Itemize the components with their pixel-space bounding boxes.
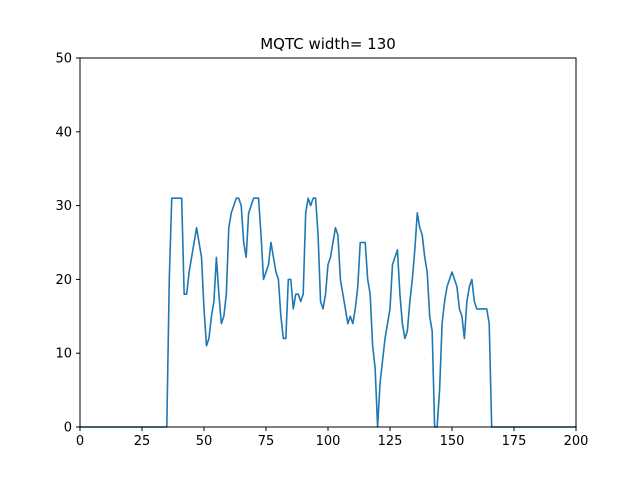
x-tick-label: 150 [440,434,465,449]
y-tick-label: 30 [55,199,72,214]
y-tick-label: 20 [55,273,72,288]
x-tick-label: 75 [258,434,275,449]
x-tick-label: 50 [196,434,213,449]
y-tick-label: 40 [55,125,72,140]
x-tick-label: 125 [378,434,403,449]
chart-title: MQTC width= 130 [260,35,396,53]
series-line-0 [79,197,577,428]
y-tick-label: 0 [64,421,72,436]
y-tick-label: 50 [55,52,72,67]
plot-area: 0 25 50 75 100 125 150 175 200 0 10 20 30 40 50 [55,52,588,450]
x-tick-label: 175 [502,434,527,449]
x-tick-label: 25 [134,434,151,449]
x-tick-label: 100 [316,434,341,449]
y-tick-label: 10 [55,347,72,362]
x-tick-label: 0 [76,434,84,449]
x-tick-label: 200 [564,434,589,449]
